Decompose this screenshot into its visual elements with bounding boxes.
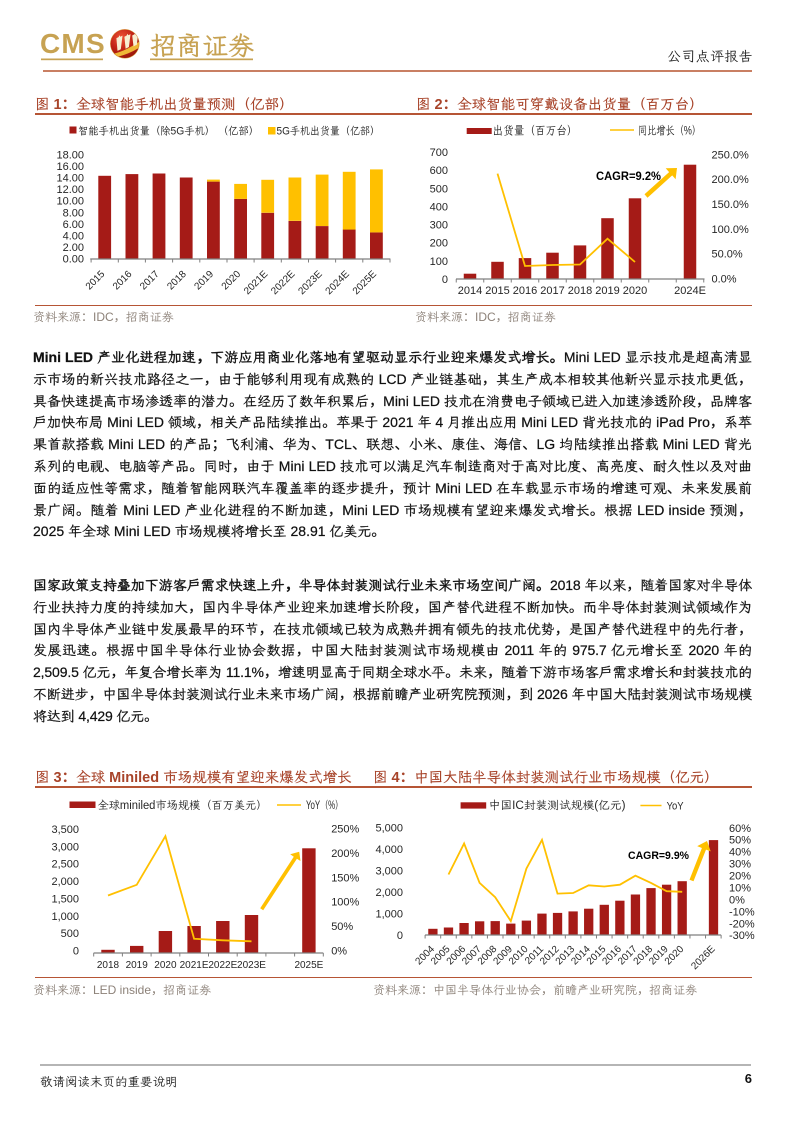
svg-text:100: 100 xyxy=(430,256,448,268)
svg-text:5G手机出货量（亿部）: 5G手机出货量（亿部） xyxy=(277,123,381,139)
svg-text:1,500: 1,500 xyxy=(51,893,79,905)
svg-text:10.00: 10.00 xyxy=(56,196,84,208)
svg-text:150.0%: 150.0% xyxy=(712,199,750,211)
svg-text:16.00: 16.00 xyxy=(56,161,84,173)
svg-text:2018: 2018 xyxy=(165,269,189,293)
svg-text:700: 700 xyxy=(430,147,448,159)
svg-text:2026E: 2026E xyxy=(689,944,717,972)
svg-text:2025E: 2025E xyxy=(294,960,323,971)
svg-text:0.0%: 0.0% xyxy=(712,273,737,285)
svg-text:2020: 2020 xyxy=(663,944,687,968)
svg-text:2023E: 2023E xyxy=(296,269,324,297)
svg-text:40%: 40% xyxy=(729,847,751,859)
svg-text:2020: 2020 xyxy=(154,960,177,971)
svg-text:2019: 2019 xyxy=(595,285,619,297)
svg-text:400: 400 xyxy=(430,201,448,213)
svg-text:CAGR=9.2%: CAGR=9.2% xyxy=(596,169,661,183)
svg-text:3,000: 3,000 xyxy=(51,841,79,853)
svg-text:0.00: 0.00 xyxy=(63,254,84,266)
svg-text:50.0%: 50.0% xyxy=(712,249,743,261)
svg-text:3,500: 3,500 xyxy=(51,824,79,836)
svg-text:250%: 250% xyxy=(331,824,359,836)
svg-text:2014: 2014 xyxy=(458,285,482,297)
svg-text:18.00: 18.00 xyxy=(56,150,84,162)
svg-text:14.00: 14.00 xyxy=(56,173,84,185)
svg-text:0%: 0% xyxy=(331,945,347,957)
svg-text:8.00: 8.00 xyxy=(63,207,84,219)
svg-text:60%: 60% xyxy=(729,823,751,835)
svg-text:2,000: 2,000 xyxy=(51,876,79,888)
svg-text:2020: 2020 xyxy=(623,285,647,297)
svg-text:-10%: -10% xyxy=(729,906,755,918)
svg-text:0%: 0% xyxy=(729,894,745,906)
svg-text:2022E: 2022E xyxy=(269,269,297,297)
svg-text:20%: 20% xyxy=(729,871,751,883)
svg-text:0: 0 xyxy=(397,930,403,942)
svg-text:10%: 10% xyxy=(729,882,751,894)
svg-text:2,500: 2,500 xyxy=(51,859,79,871)
svg-text:2016: 2016 xyxy=(513,285,537,297)
svg-text:2.00: 2.00 xyxy=(63,242,84,254)
svg-text:5,000: 5,000 xyxy=(375,823,403,835)
svg-text:2021E: 2021E xyxy=(242,269,270,297)
svg-text:2,000: 2,000 xyxy=(375,887,403,899)
svg-text:100%: 100% xyxy=(331,897,359,909)
svg-text:CMS: CMS xyxy=(40,28,106,59)
svg-text:200: 200 xyxy=(430,238,448,250)
svg-text:200.0%: 200.0% xyxy=(712,174,750,186)
svg-text:3,000: 3,000 xyxy=(375,866,403,878)
svg-text:100.0%: 100.0% xyxy=(712,224,750,236)
svg-text:2016: 2016 xyxy=(111,269,135,293)
svg-text:2019: 2019 xyxy=(126,960,149,971)
svg-text:0: 0 xyxy=(442,274,448,286)
svg-text:2019: 2019 xyxy=(192,269,216,293)
svg-text:YoY: YoY xyxy=(667,798,685,814)
svg-text:CAGR=9.9%: CAGR=9.9% xyxy=(628,850,689,862)
svg-text:2023E: 2023E xyxy=(237,960,266,971)
svg-text:500: 500 xyxy=(61,928,79,940)
svg-text:全球miniled市场规模（百万美元）: 全球miniled市场规模（百万美元） xyxy=(98,797,268,813)
svg-text:-20%: -20% xyxy=(729,918,755,930)
svg-text:2024E: 2024E xyxy=(324,269,352,297)
svg-text:智能手机出货量（除5G手机） （亿部）: 智能手机出货量（除5G手机） （亿部） xyxy=(78,123,259,139)
svg-text:50%: 50% xyxy=(729,835,751,847)
svg-text:2020: 2020 xyxy=(220,269,244,293)
svg-text:4,000: 4,000 xyxy=(375,844,403,856)
svg-text:12.00: 12.00 xyxy=(56,184,84,196)
svg-text:2021E: 2021E xyxy=(180,960,209,971)
svg-text:中国IC封装测试规模(亿元): 中国IC封装测试规模(亿元) xyxy=(489,797,626,813)
svg-text:2025E: 2025E xyxy=(351,269,379,297)
svg-text:1,000: 1,000 xyxy=(375,908,403,920)
svg-text:-30%: -30% xyxy=(729,930,755,942)
svg-text:500: 500 xyxy=(430,183,448,195)
svg-text:250.0%: 250.0% xyxy=(712,149,750,161)
svg-text:1,000: 1,000 xyxy=(51,911,79,923)
svg-text:YoY（%）: YoY（%） xyxy=(306,797,343,813)
svg-text:200%: 200% xyxy=(331,848,359,860)
svg-text:600: 600 xyxy=(430,165,448,177)
svg-text:2018: 2018 xyxy=(97,960,120,971)
svg-text:30%: 30% xyxy=(729,859,751,871)
svg-text:2022E: 2022E xyxy=(208,960,237,971)
svg-text:0: 0 xyxy=(73,946,79,958)
svg-text:50%: 50% xyxy=(331,921,353,933)
svg-text:招商证券: 招商证券 xyxy=(150,29,254,63)
svg-text:2015: 2015 xyxy=(84,269,108,293)
svg-text:300: 300 xyxy=(430,220,448,232)
svg-text:4.00: 4.00 xyxy=(63,230,84,242)
svg-text:2017: 2017 xyxy=(138,269,162,293)
svg-text:6.00: 6.00 xyxy=(63,219,84,231)
svg-text:同比增长（%）: 同比增长（%） xyxy=(638,122,701,139)
svg-text:2018: 2018 xyxy=(568,285,592,297)
svg-text:2017: 2017 xyxy=(540,285,564,297)
svg-text:2015: 2015 xyxy=(485,285,509,297)
svg-text:出货量（百万台）: 出货量（百万台） xyxy=(493,122,578,139)
svg-text:150%: 150% xyxy=(331,872,359,884)
svg-text:2024E: 2024E xyxy=(674,285,706,297)
